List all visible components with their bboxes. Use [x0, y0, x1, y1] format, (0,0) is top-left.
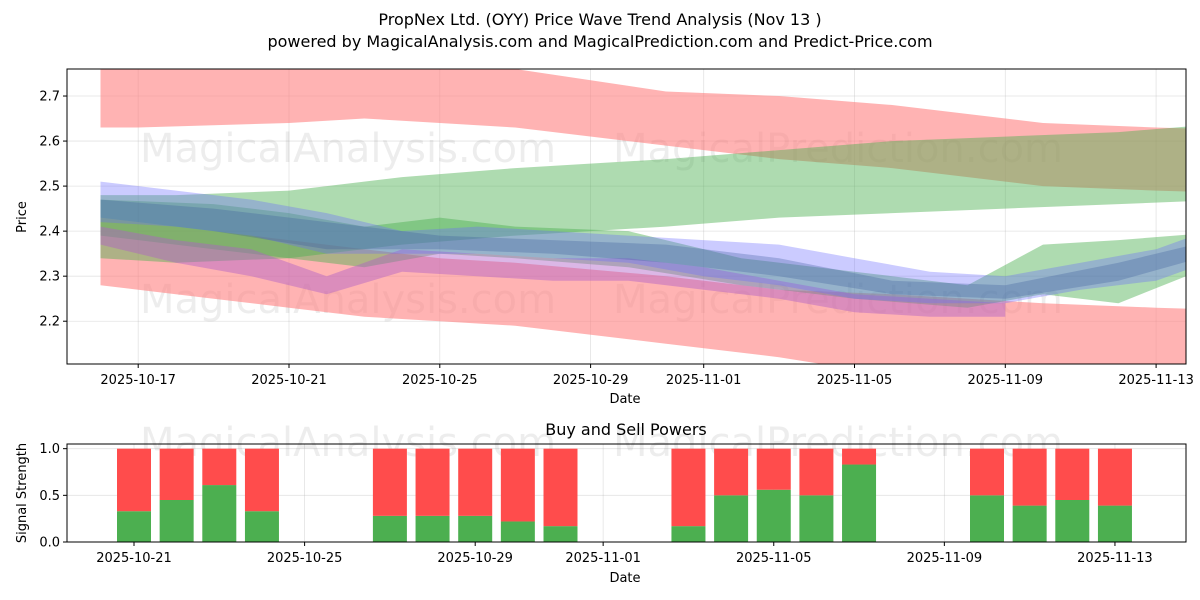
- red-lower-band: [100, 217, 1186, 364]
- buy-power-bar: [1097, 505, 1132, 542]
- sell-power-bar: [714, 448, 749, 496]
- blue-band: [100, 181, 1186, 304]
- bottom-x-tick-label: 2025-10-21: [96, 551, 172, 566]
- top-x-tick-label: 2025-11-01: [666, 373, 742, 388]
- buy-power-bar: [500, 521, 535, 542]
- sell-power-bar: [458, 448, 493, 516]
- buy-power-bar: [458, 515, 493, 542]
- sell-power-bar: [543, 448, 578, 527]
- sell-power-bar: [1012, 448, 1047, 506]
- bottom-x-axis-label: Date: [609, 571, 640, 586]
- top-y-ticks: 2.2 2.3 2.4 2.5 2.6 2.7: [39, 90, 67, 330]
- sell-power-bar: [500, 448, 535, 522]
- buy-power-bar: [970, 495, 1004, 542]
- sell-power-bar: [671, 448, 706, 527]
- buy-power-bar: [159, 500, 194, 542]
- buy-power-bar: [202, 485, 237, 542]
- bottom-chart-title: Buy and Sell Powers: [545, 420, 707, 439]
- top-x-axis-label: Date: [609, 392, 640, 407]
- bottom-plot-frame: [66, 443, 1187, 543]
- bottom-x-tick-label: 2025-11-13: [1077, 551, 1153, 566]
- green-upper-band: [100, 126, 1186, 263]
- bottom-y-tick-label: 1.0: [39, 442, 60, 457]
- top-x-tick-label: 2025-11-13: [1118, 373, 1194, 388]
- bottom-x-tick-label: 2025-11-05: [736, 551, 812, 566]
- bottom-y-tick-label: 0.5: [39, 489, 60, 504]
- top-y-tick-label: 2.3: [39, 270, 60, 285]
- buy-power-bar: [372, 515, 407, 542]
- chart-subtitle: powered by MagicalAnalysis.com and Magic…: [267, 32, 932, 51]
- bottom-x-ticks: 2025-10-21 2025-10-25 2025-10-29 2025-11-01…: [96, 542, 1153, 566]
- top-y-tick-label: 2.2: [39, 315, 60, 330]
- price-bands: [100, 69, 1186, 364]
- bottom-y-ticks: 0.0 0.5 1.0: [39, 442, 67, 551]
- buy-power-bar: [117, 511, 151, 542]
- top-y-tick-label: 2.4: [39, 225, 60, 240]
- top-x-tick-label: 2025-10-29: [553, 373, 629, 388]
- blue-dark-band: [100, 199, 1186, 299]
- top-y-tick-label: 2.6: [39, 135, 60, 150]
- sell-power-bar: [1097, 448, 1132, 506]
- sell-power-bar: [159, 448, 194, 500]
- watermark-top-left: MagicalAnalysis.com: [140, 126, 556, 172]
- bottom-x-tick-label: 2025-11-01: [565, 551, 641, 566]
- top-x-tick-label: 2025-10-17: [100, 373, 176, 388]
- bottom-x-tick-label: 2025-11-09: [907, 551, 983, 566]
- top-x-tick-label: 2025-10-21: [251, 373, 327, 388]
- sell-power-bar: [415, 448, 450, 516]
- buy-power-bar: [671, 526, 706, 542]
- sell-power-bar: [202, 448, 237, 486]
- bottom-x-tick-label: 2025-10-25: [267, 551, 343, 566]
- signal-bars: [117, 448, 1132, 542]
- buy-power-bar: [799, 495, 834, 542]
- green-price-band: [100, 199, 1186, 308]
- buy-power-bar: [714, 495, 749, 542]
- buy-power-bar: [543, 526, 578, 542]
- sell-power-bar: [799, 448, 834, 496]
- purple-band: [100, 226, 1006, 317]
- buy-power-bar: [1055, 500, 1090, 542]
- bottom-y-axis-label: Signal Strength: [15, 443, 30, 543]
- chart-title: PropNex Ltd. (OYY) Price Wave Trend Anal…: [378, 10, 821, 29]
- sell-power-bar: [117, 448, 151, 512]
- red-upper-band: [100, 69, 1186, 192]
- sell-power-bar: [842, 448, 877, 465]
- buy-power-bar: [415, 515, 450, 542]
- top-x-ticks: 2025-10-17 2025-10-21 2025-10-25 2025-10-29…: [100, 364, 1194, 388]
- top-plot-frame: [66, 68, 1187, 365]
- top-x-tick-label: 2025-11-05: [817, 373, 893, 388]
- buy-power-bar: [1012, 505, 1047, 542]
- sell-power-bar: [970, 448, 1004, 496]
- top-x-tick-label: 2025-11-09: [968, 373, 1044, 388]
- sell-power-bar: [244, 448, 279, 512]
- bottom-x-tick-label: 2025-10-29: [437, 551, 513, 566]
- sell-power-bar: [1055, 448, 1090, 500]
- buy-power-bar: [756, 489, 791, 542]
- sell-power-bar: [756, 448, 791, 490]
- top-y-axis-label: Price: [15, 201, 30, 233]
- bottom-y-tick-label: 0.0: [39, 536, 60, 551]
- sell-power-bar: [372, 448, 407, 516]
- buy-power-bar: [842, 464, 877, 542]
- buy-power-bar: [244, 511, 279, 542]
- top-y-tick-label: 2.7: [39, 90, 60, 105]
- top-x-tick-label: 2025-10-25: [402, 373, 478, 388]
- top-y-tick-label: 2.5: [39, 180, 60, 195]
